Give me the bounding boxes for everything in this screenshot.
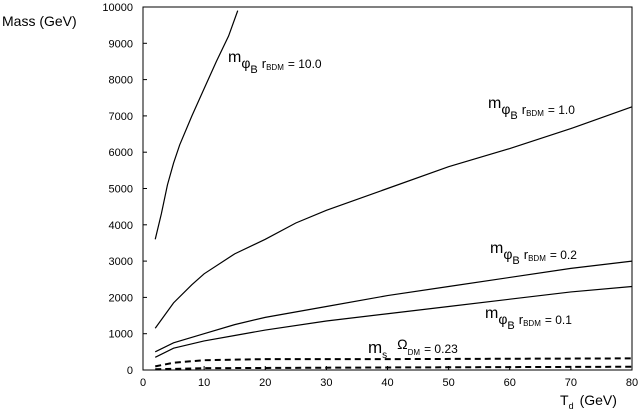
y-tick-label: 1000: [109, 329, 133, 341]
curve-label-part: r: [524, 247, 529, 262]
x-tick-label: 20: [259, 377, 271, 389]
x-label-unit: (GeV): [580, 392, 617, 408]
curve-label-part: B: [250, 64, 257, 76]
curve-label-part: m: [490, 240, 503, 257]
curve-label-part: Ω: [397, 336, 407, 352]
y-tick-label: 3000: [109, 256, 133, 268]
x-tick-label: 10: [198, 377, 210, 389]
x-tick-label: 40: [381, 377, 393, 389]
curve-label-part: DM: [408, 348, 421, 357]
curve-label-part: = 0.23: [424, 342, 458, 356]
curve-label-part: B: [510, 110, 517, 122]
x-tick-label: 70: [565, 377, 577, 389]
curve-label-part: m: [485, 305, 498, 322]
x-label-sub: d: [569, 401, 574, 411]
data-line: [155, 357, 633, 368]
y-tick-label: 2000: [109, 292, 133, 304]
y-axis-label: Mass (GeV): [2, 13, 77, 29]
curve-label-part: = 1.0: [548, 103, 575, 117]
curve-label-part: φ: [498, 311, 507, 327]
x-axis-label: Td (GeV): [560, 392, 617, 411]
curve-label-part: φ: [241, 55, 250, 71]
curve-label: mφB rBDM = 0.1: [485, 305, 572, 332]
curve-label-part: r: [262, 56, 267, 71]
curve-label-part: m: [228, 49, 241, 66]
curve-label-part: BDM: [523, 319, 541, 328]
curve-label-part: = 10.0: [288, 57, 322, 71]
curve-label-part: r: [522, 102, 527, 117]
data-line: [154, 260, 633, 353]
curve-label: msΩDM = 0.23: [368, 336, 458, 361]
data-line: [154, 10, 239, 240]
x-tick-label: 0: [140, 377, 146, 389]
x-label-main: T: [560, 392, 569, 408]
y-tick-label: 0: [127, 365, 133, 377]
y-tick-label: 8000: [109, 75, 133, 87]
x-tick-label: 30: [320, 377, 332, 389]
y-tick-label: 7000: [109, 111, 133, 123]
curve-label-part: BDM: [528, 254, 546, 263]
curve-label-part: s: [382, 350, 387, 361]
curve-label-part: φ: [501, 101, 510, 117]
curve-label-part: m: [368, 338, 382, 357]
curve-label-part: φ: [503, 246, 512, 262]
y-tick-label: 9000: [109, 38, 133, 50]
data-line: [154, 285, 633, 358]
data-line: [155, 365, 633, 371]
y-tick-label: 10000: [102, 2, 133, 14]
x-tick-label: 80: [626, 377, 638, 389]
y-tick-label: 4000: [109, 220, 133, 232]
y-tick-label: 6000: [109, 147, 133, 159]
curve-label-part: B: [507, 320, 514, 332]
x-tick-label: 60: [504, 377, 516, 389]
curve-label-part: BDM: [266, 63, 284, 72]
curve-label: mφB rBDM = 1.0: [488, 95, 575, 122]
curve-label: mφB rBDM = 10.0: [228, 49, 322, 76]
curve-label-part: B: [512, 255, 519, 267]
curve-label-part: r: [519, 312, 524, 327]
y-tick-label: 5000: [109, 184, 133, 196]
curve-label-part: = 0.1: [545, 313, 572, 327]
curve-label-part: m: [488, 95, 501, 112]
curve-label: mφB rBDM = 0.2: [490, 240, 577, 267]
data-line: [154, 106, 633, 329]
x-tick-label: 50: [443, 377, 455, 389]
curve-label-part: BDM: [526, 109, 544, 118]
curve-label-part: = 0.2: [550, 248, 577, 262]
